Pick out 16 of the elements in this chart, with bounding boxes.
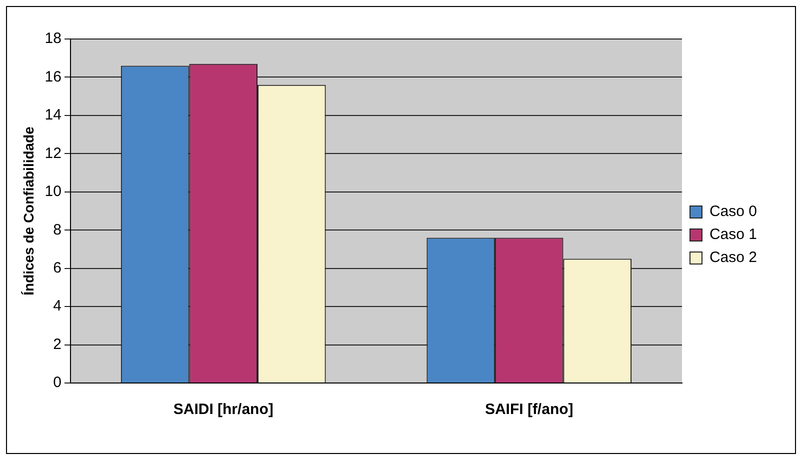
- y-tick-label: 16: [44, 68, 62, 86]
- y-axis-title: Índices de Confiabilidade: [20, 126, 36, 296]
- y-tick-label: 14: [44, 106, 62, 124]
- legend-label: Caso 1: [709, 226, 758, 244]
- y-tick-label: 0: [53, 374, 62, 392]
- x-tick-label: SAIFI [f/ano]: [484, 401, 574, 418]
- x-tick-label: SAIDI [hr/ano]: [173, 401, 274, 418]
- y-tick-label: 12: [44, 144, 62, 162]
- legend-label: Caso 0: [709, 203, 758, 220]
- y-tick-label: 4: [53, 298, 62, 315]
- y-tick-label: 10: [44, 183, 62, 200]
- y-tick-label: 2: [53, 336, 62, 353]
- y-tick-label: 6: [53, 259, 62, 276]
- legend-label: Caso 2: [709, 249, 758, 266]
- y-tick-label: 8: [53, 221, 62, 238]
- y-tick-label: 18: [44, 30, 62, 48]
